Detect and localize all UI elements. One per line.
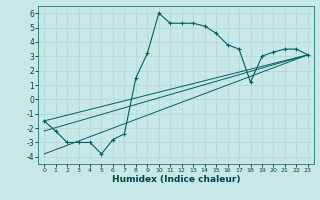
X-axis label: Humidex (Indice chaleur): Humidex (Indice chaleur) xyxy=(112,175,240,184)
